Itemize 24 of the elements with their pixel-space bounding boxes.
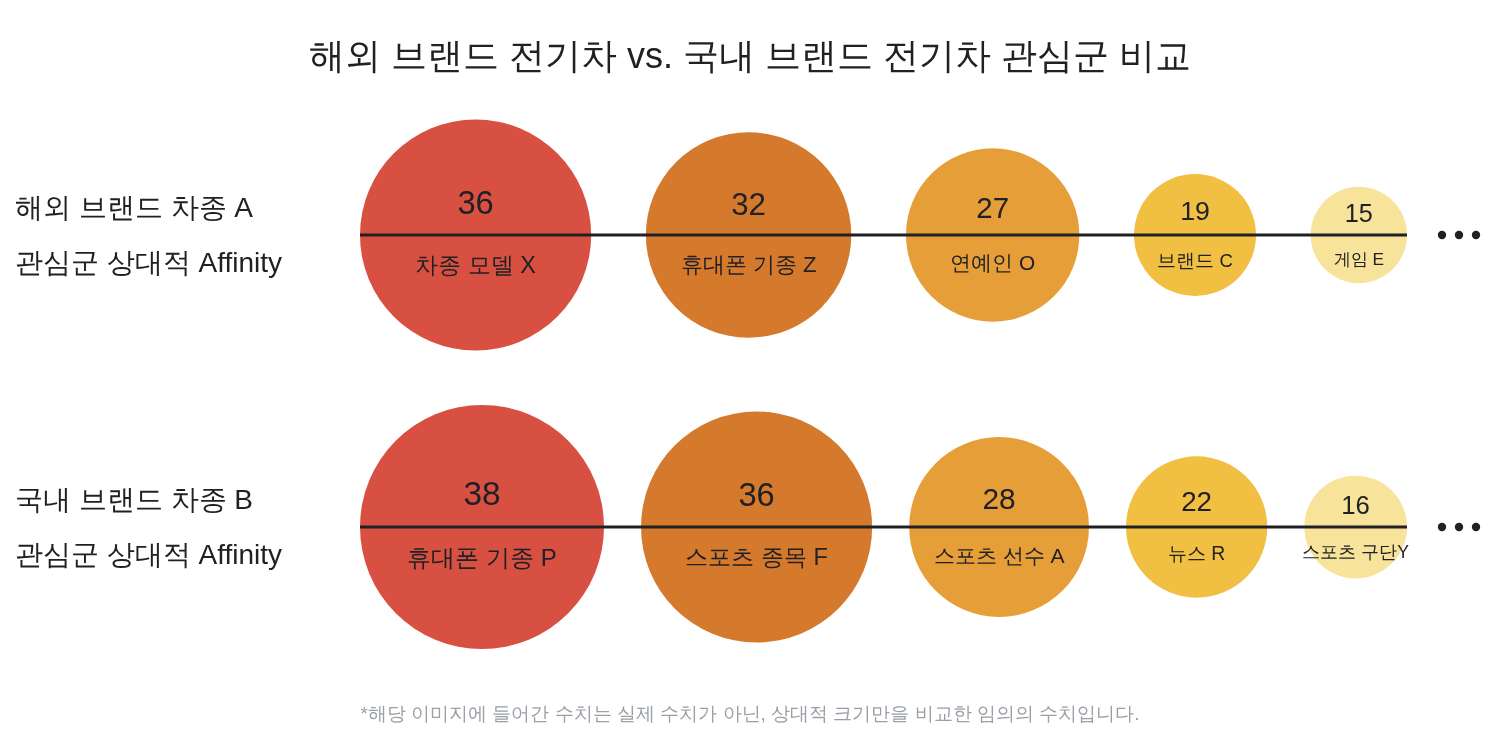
category-label: 브랜드 C [1157,249,1233,271]
data-label: 36 [457,184,494,222]
data-label: 36 [738,476,775,514]
category-label: 휴대폰 기종 P [407,544,557,572]
text: 해외 브랜드 전기차 vs. 국내 브랜드 전기차 관심군 비교 [308,34,1192,76]
category-label: 차종 모델 X [415,252,537,279]
category-label: 연예인 O [950,251,1036,275]
data-label: 27 [976,190,1010,224]
text: 국내 브랜드 차종 B 관심군 상대적 Affinity [15,484,283,570]
category-label: 스포츠 선수 A [933,543,1066,567]
category-label: 뉴스 R [1167,542,1226,565]
text: *해당 이미지에 들어간 수치는 실제 수치가 아닌, 상대적 크기만을 비교한 임의의 수치입니다. [360,702,1140,724]
category-label: 스포츠 구단Y [1302,541,1410,562]
data-label: 19 [1180,196,1210,227]
data-label: 38 [463,474,501,512]
category-label: 휴대폰 기종 Z [680,251,817,277]
text: 해외 브랜드 차종 A 관심군 상대적 Affinity [15,192,283,278]
data-label: 22 [1181,486,1213,518]
data-label: 15 [1344,199,1373,228]
data-label: 16 [1341,490,1370,519]
category-label: 스포츠 종목 F [685,544,828,571]
data-label: 28 [982,482,1016,516]
data-label: 32 [731,187,766,223]
category-label: 게임 E [1333,249,1385,270]
